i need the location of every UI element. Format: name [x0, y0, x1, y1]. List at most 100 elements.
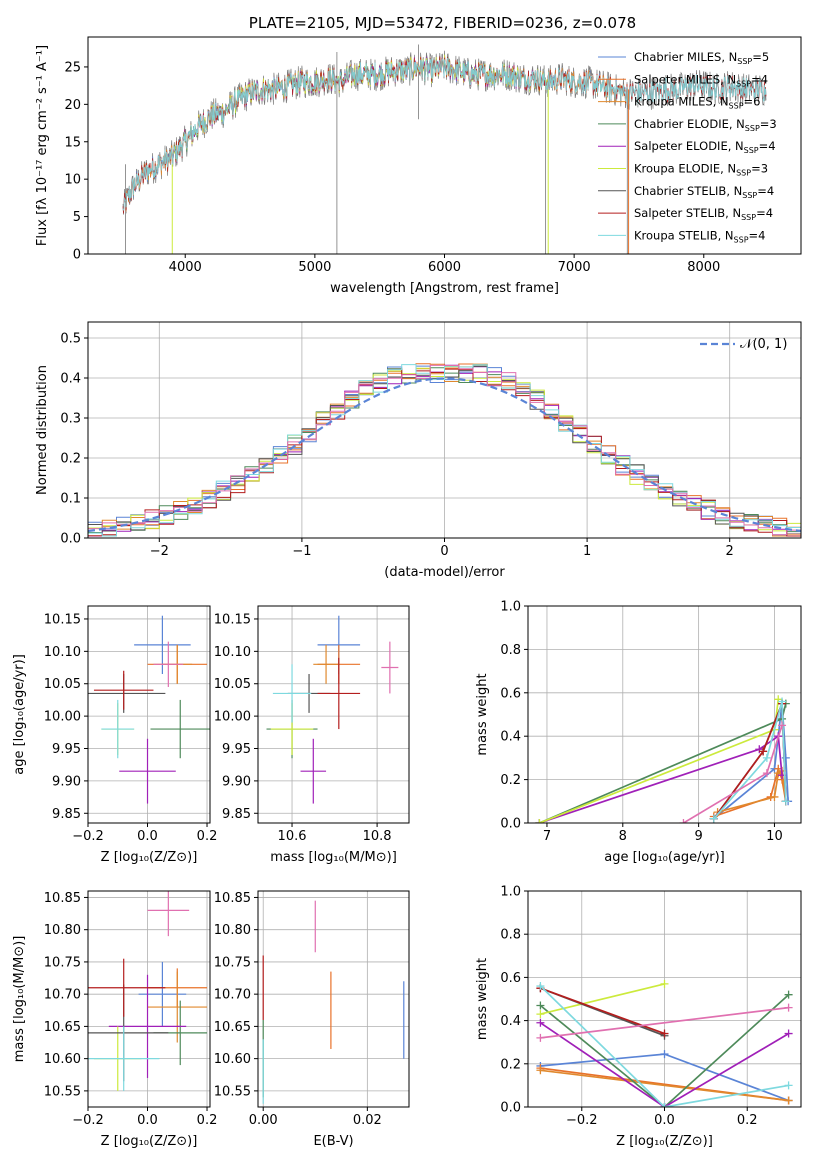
- weight-marker: [536, 1033, 545, 1042]
- legend-text: Chabrier ELODIE, N: [634, 117, 745, 131]
- legend-subscript: SSP: [741, 213, 756, 222]
- y-tick-label: 10.70: [214, 988, 251, 1003]
- y-tick-label: 0.8: [500, 643, 521, 658]
- mass-vs-ebv-plot: 0.00 0.02 10.55 10.60 10.65 10.70 10.75 10.80 10…: [214, 890, 410, 1149]
- y-tick-label: 10.15: [44, 612, 81, 627]
- weight-series-line: [539, 699, 780, 823]
- x-tick-label: 7000: [558, 260, 591, 275]
- legend-text: Salpeter MILES, N: [634, 72, 736, 86]
- legend-label: Salpeter STELIB, NSSP=4: [634, 206, 773, 222]
- legend-count: =4: [759, 139, 776, 153]
- y-tick-label: 9.90: [222, 774, 251, 789]
- x-tick-label: −0.2: [566, 1113, 598, 1128]
- y-tick-label: 0.8: [500, 928, 521, 943]
- y-tick-label: 10.85: [214, 891, 251, 906]
- x-tick-label: −0.2: [72, 1113, 104, 1128]
- x-tick-label: 2: [726, 544, 734, 559]
- age-vs-metallicity-plot: −0.2 0.0 0.2 9.85 9.90 9.95 10.00 10.05 10.10 10.…: [12, 605, 217, 865]
- x-tick-label: 7: [543, 829, 551, 844]
- y-tick-label: 9.85: [52, 807, 81, 822]
- weight-series-line: [540, 1069, 789, 1102]
- x-tick-label: −0.2: [72, 829, 104, 844]
- weight-marker: [784, 1081, 793, 1090]
- y-axis-label: mass weight: [475, 958, 490, 1040]
- weight-marker: [709, 814, 718, 823]
- legend-label: Salpeter MILES, NSSP=4: [634, 72, 768, 88]
- weight-lines: [535, 695, 793, 823]
- legend-text: Chabrier STELIB, N: [634, 184, 742, 198]
- x-tick-label: 10.8: [363, 829, 392, 844]
- y-tick-label: 0.4: [500, 730, 521, 745]
- y-tick-label: 0.4: [60, 372, 81, 387]
- x-tick-label: 10.6: [278, 829, 307, 844]
- axes-frame: [87, 605, 211, 824]
- legend-count: =4: [749, 228, 766, 242]
- y-tick-label: 10.05: [214, 677, 251, 692]
- y-tick-label: 0.3: [60, 412, 81, 427]
- legend-subscript: SSP: [736, 169, 751, 178]
- y-tick-label: 20: [64, 98, 81, 113]
- y-tick-label: 0: [73, 248, 81, 263]
- weight-marker: [536, 1066, 545, 1075]
- legend-label: Salpeter ELODIE, NSSP=4: [634, 139, 776, 155]
- y-tick-label: 0.1: [60, 492, 81, 507]
- weight-marker: [778, 697, 787, 706]
- x-tick-label: 0.0: [137, 1113, 158, 1128]
- axes-frame: [527, 605, 802, 824]
- legend-count: =5: [752, 50, 769, 64]
- x-tick-label: 0.0: [654, 1113, 675, 1128]
- y-tick-label: 0.2: [500, 773, 521, 788]
- y-tick-label: 10.55: [214, 1084, 251, 1099]
- y-tick-label: 1.0: [500, 885, 521, 900]
- y-axis-label: Flux [fλ 10⁻¹⁷ erg cm⁻² s⁻¹ A⁻¹]: [35, 45, 50, 246]
- y-tick-label: 10.15: [214, 612, 251, 627]
- y-tick-label: 0.6: [500, 686, 521, 701]
- y-tick-label: 10.10: [214, 645, 251, 660]
- y-axis-label: mass weight: [475, 673, 490, 755]
- y-tick-label: 10.75: [214, 955, 251, 970]
- x-axis-label: age [log₁₀(age/yr)]: [604, 850, 725, 865]
- x-axis-label: Z [log₁₀(Z/Z⊙)]: [616, 1134, 713, 1149]
- x-tick-label: 0.2: [737, 1113, 758, 1128]
- error-crosses: [88, 615, 210, 804]
- weight-marker: [679, 819, 688, 823]
- y-tick-label: 10.05: [44, 677, 81, 692]
- x-axis-label: Z [log₁₀(Z/Z⊙)]: [101, 1134, 198, 1149]
- x-tick-label: 8: [619, 829, 627, 844]
- x-axis-label: Z [log₁₀(Z/Z⊙)]: [101, 850, 198, 865]
- y-tick-label: 9.85: [222, 807, 251, 822]
- error-crosses: [266, 615, 399, 804]
- x-tick-label: 4000: [169, 260, 202, 275]
- weight-marker: [770, 792, 779, 801]
- y-tick-label: 10.10: [44, 645, 81, 660]
- legend-subscript: SSP: [729, 102, 744, 111]
- legend-label: Chabrier ELODIE, NSSP=3: [634, 117, 777, 133]
- legend-text: Kroupa ELODIE, N: [634, 162, 736, 176]
- weight-vs-metallicity-plot: −0.2 0.0 0.2 0.0 0.2 0.4 0.6 0.8 1.0 Z [log₁₀(Z/Z…: [475, 885, 802, 1149]
- y-tick-label: 9.95: [52, 742, 81, 757]
- legend-label: Chabrier MILES, NSSP=5: [634, 50, 769, 66]
- legend-subscript: SSP: [742, 191, 757, 200]
- x-axis-label: wavelength [Angstrom, rest frame]: [330, 281, 559, 296]
- legend-count: =6: [744, 95, 761, 109]
- axes-frame: [87, 890, 211, 1108]
- legend-text: Salpeter ELODIE, N: [634, 139, 744, 153]
- y-tick-label: 10.60: [44, 1052, 81, 1067]
- legend-label: Kroupa STELIB, NSSP=4: [634, 228, 765, 244]
- axes-frame: [527, 890, 802, 1108]
- x-tick-label: 1: [583, 544, 591, 559]
- legend-subscript: SSP: [734, 235, 749, 244]
- weight-marker: [660, 1050, 669, 1059]
- histograms: [88, 363, 801, 537]
- legend-count: =4: [757, 184, 774, 198]
- age-vs-mass-plot: 10.6 10.8 9.85 9.90 9.95 10.00 10.05 10.10 10.15…: [214, 605, 410, 865]
- weight-marker: [660, 1029, 669, 1038]
- weight-marker: [781, 753, 790, 762]
- y-tick-label: 0.2: [60, 452, 81, 467]
- weight-series-line: [540, 983, 665, 1015]
- y-tick-label: 0.5: [60, 332, 81, 347]
- y-tick-label: 0.4: [500, 1014, 521, 1029]
- error-crosses: [88, 891, 208, 1091]
- y-axis-label: age [log₁₀(age/yr)]: [12, 654, 27, 775]
